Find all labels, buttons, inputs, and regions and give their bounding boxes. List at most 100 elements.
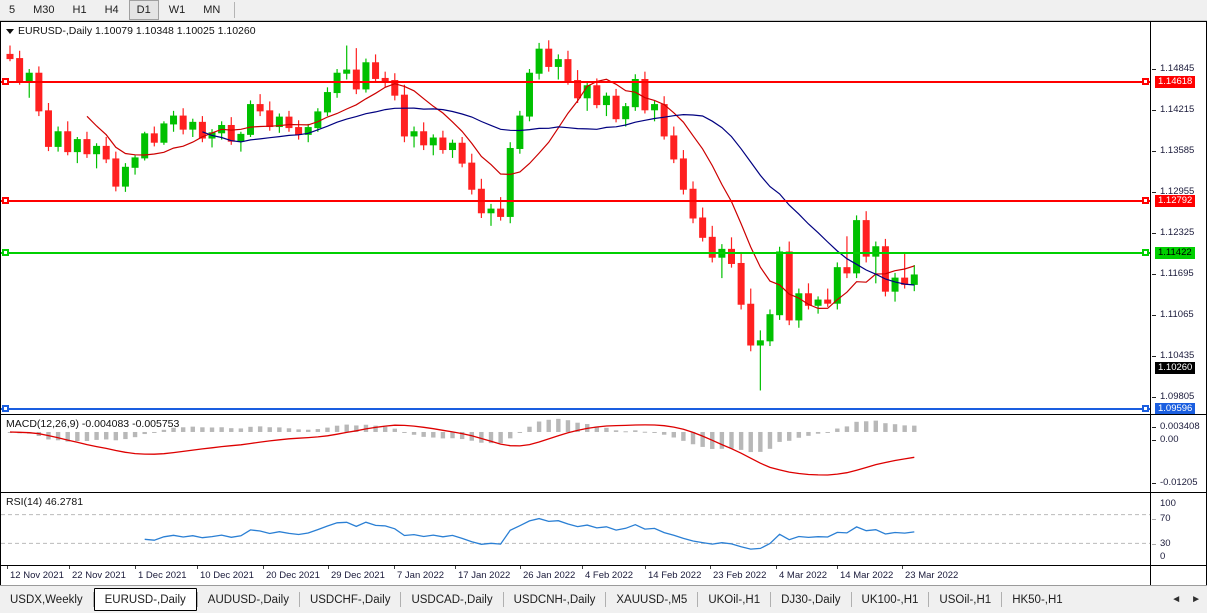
chart-tab-usdchf-daily[interactable]: USDCHF-,Daily xyxy=(309,593,391,606)
macd-histogram-bar xyxy=(123,431,128,440)
timeframe-mn[interactable]: MN xyxy=(203,4,221,16)
macd-histogram-bar xyxy=(450,431,455,439)
macd-histogram-bar xyxy=(642,431,648,433)
level-line-support-blue-upper[interactable] xyxy=(1,405,1150,412)
tab-nav-controls: ◄ ► xyxy=(1171,586,1207,613)
candle xyxy=(73,136,81,164)
date-axis-corner xyxy=(1150,566,1206,586)
date-tick xyxy=(776,566,777,569)
level-line-support-green[interactable] xyxy=(1,249,1150,256)
macd-histogram-bar xyxy=(431,431,436,438)
timeframe-d1[interactable]: D1 xyxy=(128,0,159,20)
price-plot-area[interactable]: EURUSD-,Daily 1.10079 1.10348 1.10025 1.… xyxy=(1,22,1150,414)
timeframe-5[interactable]: 5 xyxy=(9,4,16,16)
date-label: 23 Feb 2022 xyxy=(713,570,767,581)
price-tick xyxy=(1152,151,1156,152)
price-tick-label: 1.09805 xyxy=(1160,391,1195,402)
macd-histogram-bar xyxy=(84,431,90,441)
level-line-resistance-lower[interactable] xyxy=(1,197,1150,204)
macd-histogram-bar xyxy=(873,420,878,432)
line-anchor-left[interactable] xyxy=(2,405,9,412)
price-tick-label: 1.14215 xyxy=(1160,104,1195,115)
chart-tab-uk100-h1[interactable]: UK100-,H1 xyxy=(861,593,919,606)
macd-histogram-bar xyxy=(219,427,224,432)
macd-histogram-bar xyxy=(892,424,898,432)
chart-tab-usdcad-daily[interactable]: USDCAD-,Daily xyxy=(411,593,493,606)
candle xyxy=(295,120,303,140)
rsi-plot-area[interactable]: RSI(14) 46.2781 xyxy=(1,493,1150,566)
macd-histogram-bar xyxy=(604,427,609,432)
macd-histogram-bar xyxy=(912,425,917,432)
macd-histogram-bar xyxy=(459,431,465,440)
candle xyxy=(535,42,543,80)
macd-plot-area[interactable]: MACD(12,26,9) -0.004083 -0.005753 xyxy=(1,415,1150,493)
line-anchor-left[interactable] xyxy=(2,78,9,85)
macd-histogram-bar xyxy=(815,431,821,434)
level-tag-support-green[interactable]: 1.11422 xyxy=(1155,247,1195,259)
chart-tab-ukoil-h1[interactable]: UKOil-,H1 xyxy=(708,593,761,606)
line-anchor-right[interactable] xyxy=(1142,405,1149,412)
candle xyxy=(439,130,447,154)
chart-tab-eurusd-daily[interactable]: EURUSD-,Daily xyxy=(93,588,197,611)
level-tag-resistance-upper[interactable]: 1.14618 xyxy=(1155,76,1196,88)
ma-slow-line xyxy=(202,107,915,286)
candle xyxy=(121,163,129,192)
chart-tab-usdcnh-daily[interactable]: USDCNH-,Daily xyxy=(513,593,596,606)
rsi-tick xyxy=(1152,519,1156,520)
macd-histogram-bar xyxy=(306,429,311,432)
line-anchor-right[interactable] xyxy=(1142,249,1149,256)
chart-tab-usdx-weekly[interactable]: USDX,Weekly xyxy=(10,593,83,606)
level-tag-support-blue-upper[interactable]: 1.09596 xyxy=(1155,403,1196,414)
candle xyxy=(506,142,514,224)
line-anchor-right[interactable] xyxy=(1142,197,1149,204)
candle xyxy=(824,288,832,307)
level-line-resistance-upper[interactable] xyxy=(1,78,1150,85)
macd-histogram-bar xyxy=(594,426,600,432)
line-anchor-left[interactable] xyxy=(2,249,9,256)
macd-histogram-bar xyxy=(373,425,378,432)
date-tick xyxy=(263,566,264,569)
price-pane: EURUSD-,Daily 1.10079 1.10348 1.10025 1.… xyxy=(1,22,1206,414)
chart-tab-xauusd-m5[interactable]: XAUUSD-,M5 xyxy=(616,593,688,606)
macd-histogram-bar xyxy=(161,429,167,432)
macd-histogram-bar xyxy=(536,421,542,432)
candle xyxy=(708,225,716,263)
date-label: 7 Jan 2022 xyxy=(397,570,445,581)
tab-divider xyxy=(400,592,402,607)
timeframe-m30[interactable]: M30 xyxy=(33,4,55,16)
chevron-down-icon[interactable] xyxy=(6,28,14,34)
macd-histogram-bar xyxy=(556,418,561,432)
macd-histogram-bar xyxy=(863,421,869,432)
tab-prev-icon[interactable]: ◄ xyxy=(1171,594,1182,605)
chart-tab-dj30-daily[interactable]: DJ30-,Daily xyxy=(781,593,841,606)
timeframe-h1[interactable]: H1 xyxy=(72,4,87,16)
level-tag-resistance-lower[interactable]: 1.12792 xyxy=(1155,195,1196,207)
tab-next-icon[interactable]: ► xyxy=(1191,594,1201,605)
price-tick xyxy=(1152,397,1156,398)
timeframe-h4[interactable]: H4 xyxy=(104,4,119,16)
line-anchor-right[interactable] xyxy=(1142,78,1149,85)
price-tick-label: 1.12955 xyxy=(1160,186,1195,197)
macd-tick-label: -0.01205 xyxy=(1160,477,1198,488)
line-anchor-left[interactable] xyxy=(2,197,9,204)
date-label: 20 Dec 2021 xyxy=(266,570,320,581)
timeframe-w1[interactable]: W1 xyxy=(168,4,186,16)
date-label: 14 Mar 2022 xyxy=(840,570,894,581)
rsi-scale: 100 70 30 0 xyxy=(1150,493,1206,566)
tab-divider xyxy=(298,592,300,607)
candle xyxy=(391,73,399,101)
candle xyxy=(83,131,91,158)
date-label: 4 Feb 2022 xyxy=(585,570,634,581)
date-tick xyxy=(394,566,395,569)
candle xyxy=(785,241,793,326)
chart-tab-hk50-h1[interactable]: HK50-,H1 xyxy=(1012,593,1063,606)
chart-tab-usoil-h1[interactable]: USOil-,H1 xyxy=(939,593,992,606)
price-scale[interactable]: 1.14845 1.14215 1.13585 1.12955 1.12325 1.116… xyxy=(1150,22,1206,414)
macd-tick xyxy=(1152,427,1156,428)
candle xyxy=(814,296,822,314)
macd-histogram-bar xyxy=(854,421,859,432)
candle xyxy=(420,122,428,151)
rsi-tick-label: 100 xyxy=(1160,498,1176,509)
candle xyxy=(891,272,899,302)
chart-tab-audusd-daily[interactable]: AUDUSD-,Daily xyxy=(207,593,289,606)
